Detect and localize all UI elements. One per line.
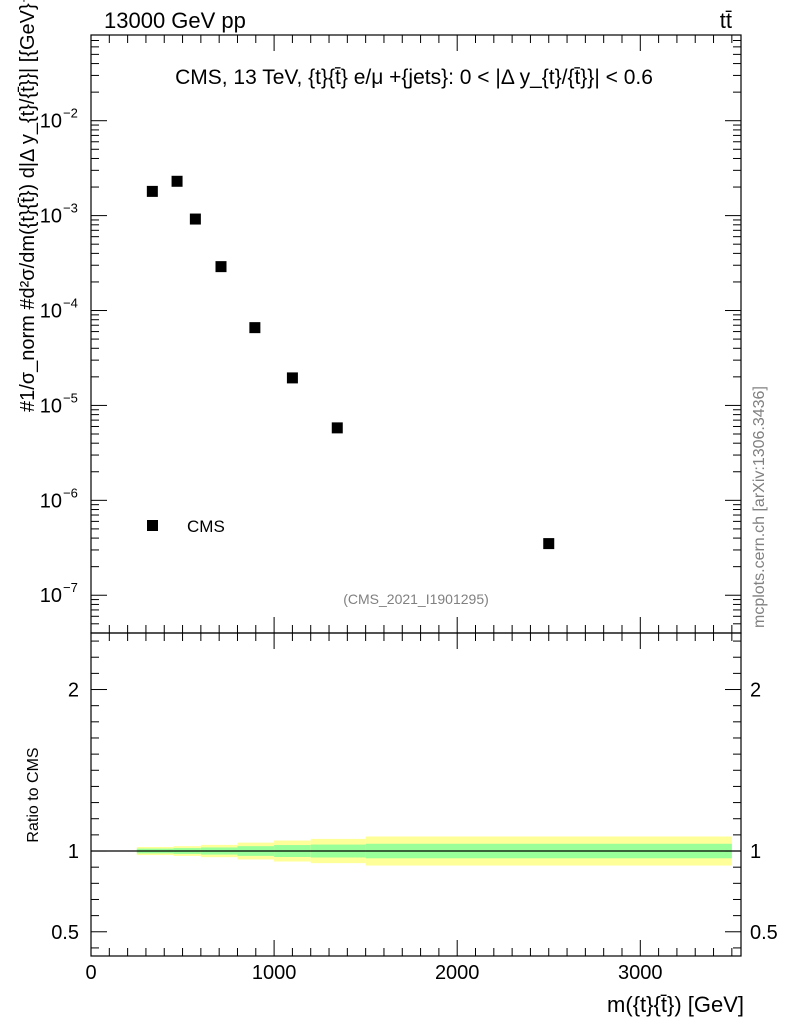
data-point: [171, 175, 183, 187]
ratio-y-tick-label: 0.5: [51, 922, 79, 944]
main-y-tick-label: 10: [40, 111, 62, 133]
main-y-tick-exp: −7: [63, 580, 78, 595]
x-tick-label: 3000: [618, 962, 663, 984]
main-panel: 10−710−610−510−410−310−2 CMS, 13 TeV, {t…: [17, 0, 742, 634]
main-y-tick-exp: −5: [63, 390, 78, 405]
data-point: [249, 322, 261, 334]
main-y-tick-label: 10: [40, 585, 62, 607]
x-axis-label: m({t}{t̄}) [GeV]: [607, 992, 744, 1017]
data-point: [146, 185, 158, 197]
x-tick-label: 0: [85, 962, 96, 984]
ratio-y-tick-label-right: 0.5: [750, 922, 778, 944]
main-points: [146, 175, 555, 550]
main-y-tick-label: 10: [40, 395, 62, 417]
ratio-y-tick-label-right: 2: [750, 680, 761, 702]
ratio-y-tick-label: 2: [68, 680, 79, 702]
ratio-ticks: 0.5 0.5 1 1 2 2 0 1000 2000 3000: [51, 633, 778, 984]
main-frame: [90, 34, 742, 634]
legend-marker: [147, 520, 158, 531]
x-tick-label: 2000: [435, 962, 480, 984]
main-y-tick-exp: −6: [63, 485, 78, 500]
main-ticks: 10−710−610−510−410−310−2: [40, 34, 741, 634]
analysis-label: (CMS_2021_I1901295): [343, 591, 489, 607]
ratio-bands: [91, 836, 741, 866]
data-point: [331, 422, 343, 434]
ratio-frame: [90, 632, 742, 957]
main-y-tick-exp: −3: [63, 201, 78, 216]
data-point: [215, 261, 227, 273]
ratio-y-tick-label: 1: [68, 841, 79, 863]
header-right: tt̄: [720, 8, 732, 33]
x-tick-label: 1000: [252, 962, 297, 984]
ratio-y-axis-label: Ratio to CMS: [25, 747, 42, 842]
main-title: CMS, 13 TeV, {t}{t̄} e/μ +{jets}: 0 < |Δ…: [175, 66, 653, 89]
ratio-y-tick-label-right: 1: [750, 841, 761, 863]
main-y-tick-label: 10: [40, 490, 62, 512]
main-y-tick-label: 10: [40, 206, 62, 228]
data-point: [189, 213, 201, 225]
ratio-panel: 0.5 0.5 1 1 2 2 0 1000 2000 3000 Ratio to CMS m({…: [25, 632, 778, 1017]
side-watermark: mcplots.cern.ch [arXiv:1306.3436]: [751, 386, 768, 628]
legend-label: CMS: [187, 517, 225, 536]
data-point: [543, 538, 555, 550]
main-y-tick-label: 10: [40, 301, 62, 323]
main-y-axis-label: #1/σ_norm #d²σ/dm({t}{t̄}) d|Δ y_{t}/{t̄…: [17, 0, 39, 412]
data-point: [286, 372, 298, 384]
main-y-tick-exp: −4: [63, 296, 78, 311]
header-left: 13000 GeV pp: [104, 8, 246, 33]
main-y-tick-exp: −2: [63, 106, 78, 121]
